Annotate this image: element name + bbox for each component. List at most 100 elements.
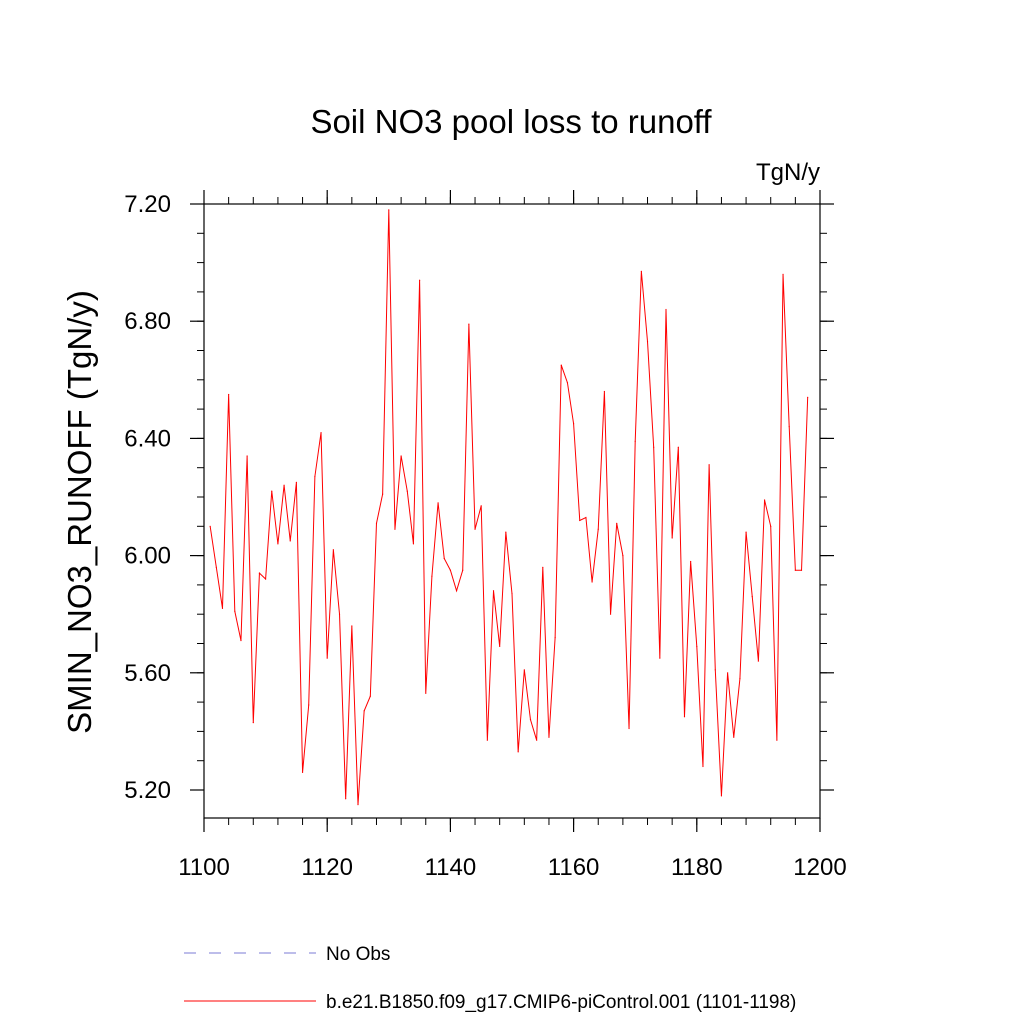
data-point [462,569,464,571]
data-point [215,566,217,568]
y-tick-label: 5.60 [124,660,171,687]
data-point [782,273,784,275]
data-point [714,669,716,671]
data-point [794,569,796,571]
data-point [443,557,445,560]
data-point [474,528,476,530]
data-point [486,739,488,741]
data-point [332,549,334,551]
data-point [757,660,760,662]
x-tick-label: 1160 [548,854,600,881]
data-point [634,440,636,442]
data-point [573,423,575,425]
y-tick-label: 5.20 [124,777,171,804]
data-point [295,481,297,483]
legend-label-no-obs: No Obs [326,944,390,965]
data-point [301,771,304,774]
data-point [690,560,692,563]
data-point [708,464,710,466]
x-tick-label: 1180 [671,854,723,881]
series-layer [209,209,809,806]
data-point [733,736,735,738]
y-tick-label: 7.20 [124,191,171,218]
y-tick-label: 6.40 [124,425,171,452]
data-point [234,610,236,612]
data-point [338,613,341,615]
data-point [283,484,285,486]
data-point [603,390,606,393]
data-point [221,607,224,609]
data-point [449,569,451,571]
data-point [542,566,544,568]
x-tick-label: 1140 [425,854,477,881]
data-point [677,446,679,448]
data-point [369,695,371,697]
data-point [671,537,673,539]
data-point [258,572,261,574]
data-point [400,455,402,457]
data-point [776,739,778,741]
data-point [511,593,513,595]
data-point [523,669,525,671]
y-tick-label: 6.80 [124,308,171,335]
data-point [696,645,698,648]
data-point [351,625,353,627]
data-point [720,795,723,797]
plot-frame [203,203,821,819]
data-point [505,531,507,533]
data-point [289,540,291,542]
x-tick-label: 1100 [178,854,230,881]
data-point [357,804,359,806]
data-point [609,613,612,615]
data-point [763,499,766,501]
data-point [240,639,242,642]
legend-label-simulation: b.e21.B1850.f09_g17.CMIP6-piControl.001 … [326,992,796,1013]
legend: No Obs b.e21.B1850.f09_g17.CMIP6-piContr… [184,944,796,1013]
data-point [517,751,519,753]
data-point [683,716,686,718]
data-point [326,657,328,659]
series-line [209,209,809,805]
data-point [437,502,439,504]
data-point [659,657,661,659]
data-point [228,393,230,396]
x-tick-label: 1200 [793,854,846,881]
data-point [591,581,593,583]
data-point [394,528,396,530]
data-point [265,578,267,580]
data-point [788,426,790,428]
data-point [702,765,704,768]
y-tick-label: 6.00 [124,543,171,570]
data-point [585,516,587,519]
data-point [375,522,378,524]
data-point [468,323,470,325]
data-point [628,727,630,730]
tick-labels: 1100 1120 1140 1160 1180 1200 5.20 5.60 6.00 6.40… [124,191,846,881]
data-point [455,590,458,592]
data-point [412,543,415,545]
data-point [382,493,384,495]
data-point [665,308,667,311]
data-point [739,678,741,680]
units-label: TgN/y [756,159,820,186]
data-point [388,209,390,211]
data-point [320,431,322,434]
data-point [560,364,562,366]
chart-title: Soil NO3 pool loss to runoff [310,103,712,140]
data-point [529,719,532,721]
data-point [646,341,649,343]
data-point [246,455,248,457]
data-point [640,270,642,272]
data-point [431,575,433,577]
data-point [345,798,347,800]
data-point [622,555,624,557]
data-point [548,736,550,738]
data-point [579,519,581,522]
data-point [800,569,803,571]
data-point [770,525,772,527]
data-point [566,382,569,384]
data-point [499,645,501,648]
data-point [616,522,618,524]
axis-ticks [190,190,834,832]
